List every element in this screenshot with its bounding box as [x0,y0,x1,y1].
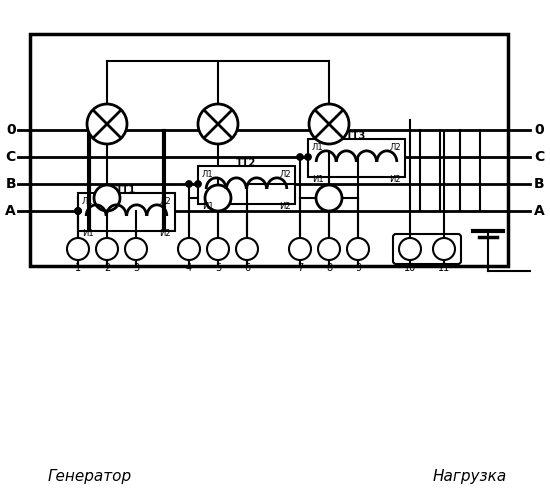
Text: C: C [534,150,544,164]
Text: A: A [6,204,16,218]
Circle shape [309,104,349,144]
Circle shape [195,180,201,188]
Circle shape [94,185,120,211]
Circle shape [347,238,369,260]
Bar [308,139,405,177]
Circle shape [125,238,147,260]
Text: 9: 9 [355,263,361,273]
Text: Л2: Л2 [389,143,401,152]
Circle shape [399,238,421,260]
Circle shape [67,238,89,260]
Text: Л1: Л1 [312,143,323,152]
Text: Л1: Л1 [82,197,94,206]
Text: 7: 7 [297,263,303,273]
Text: 5: 5 [215,263,221,273]
Text: И1: И1 [312,175,323,184]
Text: A: A [534,204,544,218]
Circle shape [178,238,200,260]
Circle shape [305,154,311,161]
Circle shape [318,238,340,260]
Text: И2: И2 [160,229,171,238]
Circle shape [236,238,258,260]
Text: ТТ1: ТТ1 [117,185,136,195]
Text: ТТ3: ТТ3 [346,131,367,141]
Circle shape [74,207,81,214]
Text: 0: 0 [534,123,543,137]
Text: 0: 0 [7,123,16,137]
Circle shape [296,154,304,161]
FancyBboxPatch shape [393,234,461,264]
Text: 6: 6 [244,263,250,273]
Text: Л1: Л1 [202,170,213,179]
Text: ТТ2: ТТ2 [236,158,257,168]
Bar [30,34,508,266]
Circle shape [87,104,127,144]
Circle shape [289,238,311,260]
Text: 3: 3 [133,263,139,273]
Circle shape [74,207,81,214]
Text: 1: 1 [75,263,81,273]
Text: Л2: Л2 [160,197,171,206]
Text: И1: И1 [82,229,94,238]
Text: B: B [6,177,16,191]
Text: 2: 2 [104,263,110,273]
Text: И2: И2 [389,175,401,184]
Bar [78,193,175,231]
Text: 11: 11 [438,263,450,273]
Circle shape [433,238,455,260]
Bar [198,166,295,204]
Text: 8: 8 [326,263,332,273]
Circle shape [205,185,231,211]
Circle shape [316,185,342,211]
Text: И2: И2 [279,202,291,211]
Circle shape [198,104,238,144]
Text: Нагрузка: Нагрузка [433,468,507,484]
Text: B: B [534,177,544,191]
Circle shape [96,238,118,260]
Text: Генератор: Генератор [48,468,132,484]
Circle shape [185,180,192,188]
Text: 4: 4 [186,263,192,273]
Text: 10: 10 [404,263,416,273]
Circle shape [207,238,229,260]
Text: Л2: Л2 [279,170,291,179]
Text: И1: И1 [202,202,213,211]
Text: C: C [6,150,16,164]
